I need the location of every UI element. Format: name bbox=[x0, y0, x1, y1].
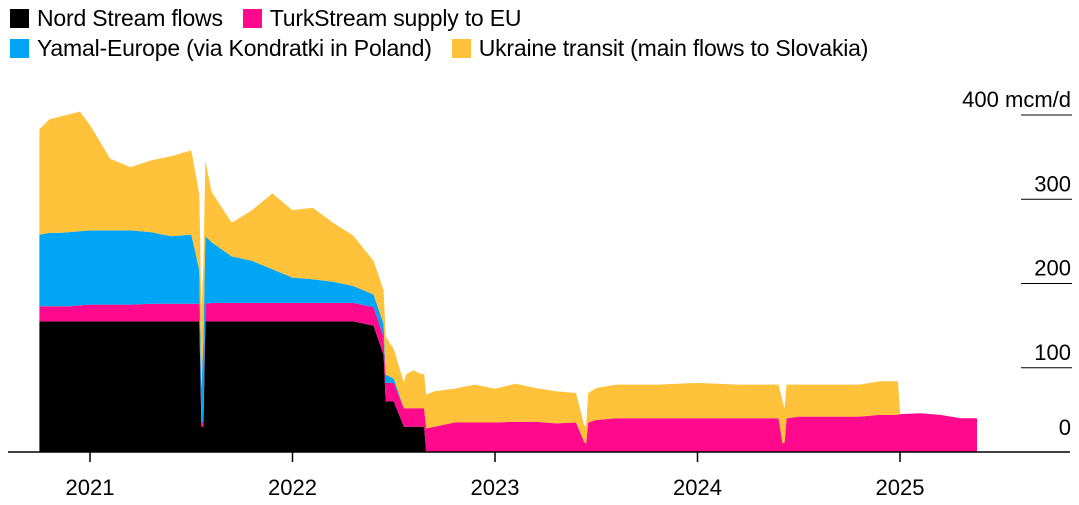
legend-item-yamal-europe: Yamal-Europe (via Kondratki in Poland) bbox=[10, 35, 432, 62]
x-tick-label: 2024 bbox=[673, 475, 722, 500]
y-axis: 0 100 200 300 400 mcm/d bbox=[962, 87, 1072, 440]
y-tick-label: 300 bbox=[1034, 171, 1071, 196]
legend-label: Nord Stream flows bbox=[37, 4, 223, 31]
y-tick-label: 400 mcm/d bbox=[962, 87, 1071, 112]
area-series-turkstream-supply-to-eu bbox=[39, 302, 977, 452]
area-series-nord-stream-flows bbox=[39, 321, 977, 452]
legend-row: Nord Stream flows TurkStream supply to E… bbox=[10, 3, 1070, 33]
legend-swatch bbox=[242, 8, 262, 28]
x-axis: 2021 2022 2023 2024 2025 bbox=[66, 452, 925, 500]
legend-label: Yamal-Europe (via Kondratki in Poland) bbox=[37, 34, 432, 61]
legend-swatch bbox=[10, 38, 29, 58]
legend-label: Ukraine transit (main flows to Slovakia) bbox=[478, 34, 869, 61]
legend: Nord Stream flows TurkStream supply to E… bbox=[10, 3, 1070, 63]
chart-areas bbox=[39, 111, 977, 452]
legend-item-ukraine-transit: Ukraine transit (main flows to Slovakia) bbox=[451, 34, 869, 62]
area-series-ukraine-transit-main-flows-to-slovakia bbox=[39, 111, 977, 444]
x-tick-label: 2021 bbox=[66, 475, 115, 500]
area-series-yamal-europe-via-kondratki-in-poland bbox=[39, 230, 977, 444]
x-tick-label: 2025 bbox=[876, 475, 925, 500]
legend-row: Yamal-Europe (via Kondratki in Poland) U… bbox=[10, 33, 1070, 63]
legend-item-nord-stream: Nord Stream flows bbox=[10, 5, 223, 32]
legend-swatch bbox=[451, 38, 471, 58]
legend-swatch bbox=[10, 8, 29, 28]
y-tick-label: 100 bbox=[1034, 340, 1071, 365]
legend-label: TurkStream supply to EU bbox=[269, 4, 522, 31]
y-tick-label: 200 bbox=[1034, 256, 1071, 281]
x-tick-label: 2022 bbox=[268, 475, 317, 500]
y-tick-label: 0 bbox=[1059, 415, 1071, 440]
x-tick-label: 2023 bbox=[471, 475, 520, 500]
legend-item-turkstream: TurkStream supply to EU bbox=[242, 4, 522, 32]
